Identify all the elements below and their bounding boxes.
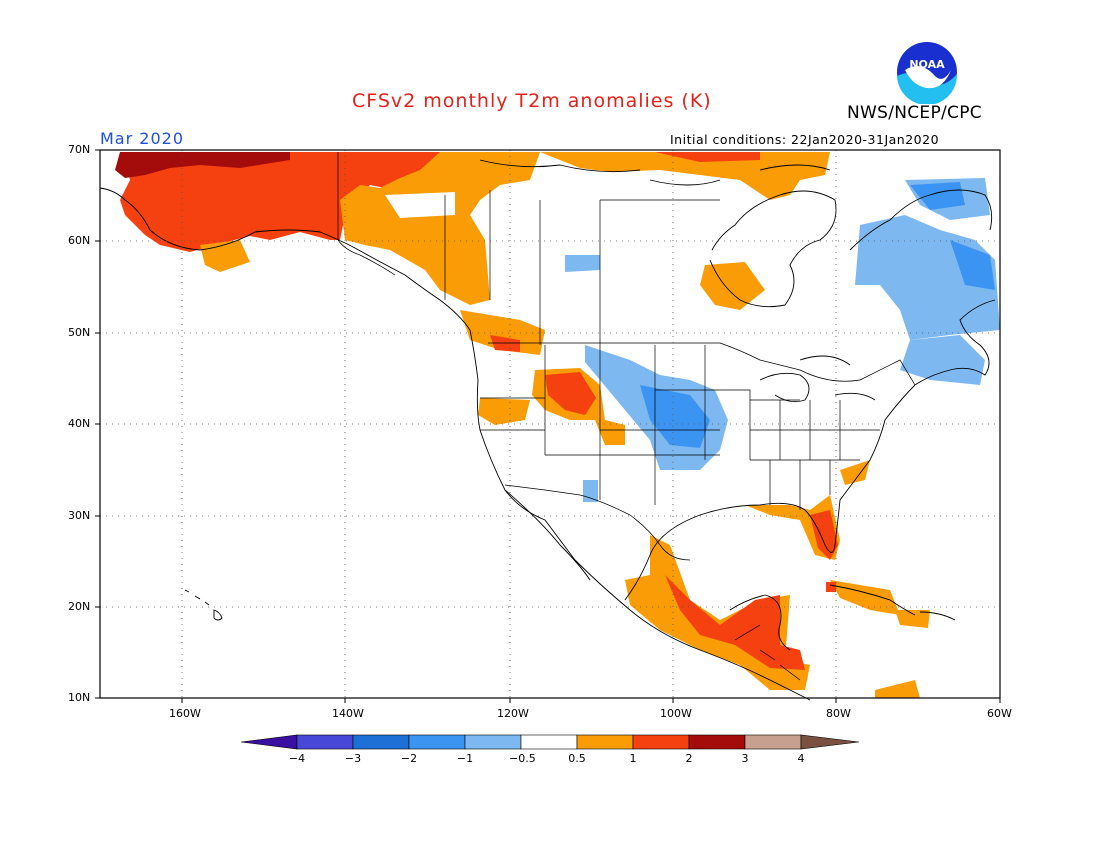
coastlines xyxy=(99,159,996,701)
colorbar-box xyxy=(576,734,634,750)
lat-label-40n: 40N xyxy=(68,417,91,430)
lat-label-20n: 20N xyxy=(68,600,91,613)
border-alaska-canada xyxy=(337,152,396,276)
colorbar-end-low xyxy=(240,734,298,750)
colorbar-label: −2 xyxy=(400,752,418,765)
anomaly-alaska-warmdark xyxy=(115,152,290,178)
border-canada-provinces xyxy=(444,190,720,345)
colorbar-end-high xyxy=(800,734,860,750)
anomaly-arctic-orange xyxy=(540,152,830,200)
colorbar-box xyxy=(520,734,578,750)
coastline-northeast xyxy=(914,299,996,386)
anomaly-gulf-orange xyxy=(745,495,840,560)
anomaly-ontario-orange xyxy=(700,262,765,310)
lon-label-60w: 60W xyxy=(987,707,1012,720)
anomaly-oregon-orange xyxy=(478,398,530,425)
initial-conditions: Initial conditions: 22Jan2020-31Jan2020 xyxy=(670,132,940,147)
anomaly-bc-orange xyxy=(460,310,545,355)
anomaly-sw-cool xyxy=(583,480,598,502)
lon-label-80w: 80W xyxy=(826,707,851,720)
forecast-month: Mar 2020 xyxy=(100,129,184,148)
coastline-hudson-bay xyxy=(709,190,837,308)
anomaly-florida-red xyxy=(810,510,838,560)
anomaly-cuba-red xyxy=(826,582,836,592)
colorbar-box xyxy=(632,734,690,750)
lat-label-10n: 10N xyxy=(68,691,91,704)
coastline-hawaii xyxy=(184,589,223,621)
border-us-mexico xyxy=(504,484,691,561)
coastline-hispaniola xyxy=(919,611,956,621)
lon-label-100w: 100W xyxy=(660,707,692,720)
anomaly-labrador-cooler xyxy=(910,182,965,210)
chart-title: CFSv2 monthly T2m anomalies (K) xyxy=(352,90,712,112)
lat-label-70n: 70N xyxy=(68,143,91,156)
anomaly-alaska-warm xyxy=(120,152,338,252)
colorbar-box xyxy=(352,734,410,750)
lon-label-140w: 140W xyxy=(332,707,364,720)
colorbar-label: 3 xyxy=(741,752,749,765)
coastline-labrador xyxy=(849,189,993,251)
lat-label-50n: 50N xyxy=(68,326,91,339)
anomaly-quebec-cooler xyxy=(950,240,995,290)
anomaly-rockies-red xyxy=(545,372,596,415)
coastline-arctic-islands xyxy=(479,159,831,186)
org-label: NWS/NCEP/CPC xyxy=(847,103,982,123)
lon-label-120w: 120W xyxy=(497,707,529,720)
colorbar-box xyxy=(688,734,746,750)
colorbar-label: −0.5 xyxy=(509,752,536,765)
anomaly-arctic-red xyxy=(655,152,760,162)
colorbar-box xyxy=(296,734,354,750)
graticule xyxy=(100,150,1000,698)
anomaly-mexico-red xyxy=(665,575,805,670)
anomaly-fields xyxy=(115,152,1000,698)
colorbar-label: 0.5 xyxy=(568,752,586,765)
political-borders xyxy=(337,152,916,681)
lat-label-30n: 30N xyxy=(68,509,91,522)
colorbar-label: 4 xyxy=(797,752,805,765)
anomaly-plains-cooler xyxy=(640,385,710,448)
coastline-cuba xyxy=(829,584,916,616)
colorbar-label: 1 xyxy=(629,752,637,765)
lon-label-160w: 160W xyxy=(169,707,201,720)
border-state-grid-a xyxy=(480,345,751,505)
coastline-great-lakes xyxy=(759,355,876,403)
coastline-alaska xyxy=(99,187,471,331)
coastline-baja xyxy=(504,489,591,581)
tick-marks xyxy=(95,149,1001,703)
anomaly-samerica-orange xyxy=(875,680,920,698)
coastline-gulf xyxy=(624,384,916,601)
border-central-america xyxy=(734,624,801,681)
colorbar-label: −1 xyxy=(456,752,474,765)
anomaly-hispaniola-orange xyxy=(895,610,930,628)
anomaly-bc-red xyxy=(490,335,520,352)
anomaly-carolina-orange xyxy=(840,460,870,485)
border-state-grid-b xyxy=(750,399,880,510)
anomaly-maritimes-cool xyxy=(900,335,985,385)
noaa-logo-icon: NOAA xyxy=(897,42,958,104)
coastline-bc-west xyxy=(469,329,811,701)
colorbar-box xyxy=(408,734,466,750)
anomaly-nwcanada-hole xyxy=(385,192,455,218)
anomaly-hudson-cool xyxy=(565,255,600,272)
colorbar-label: −4 xyxy=(288,752,306,765)
border-us-canada xyxy=(488,342,916,386)
lat-label-60n: 60N xyxy=(68,234,91,247)
colorbar-boxes xyxy=(240,734,860,750)
colorbar-box xyxy=(744,734,802,750)
logo-text: NOAA xyxy=(909,58,945,71)
colorbar-label: 2 xyxy=(685,752,693,765)
coastline-yucatan xyxy=(729,594,791,651)
colorbar-label: −3 xyxy=(344,752,362,765)
colorbar-box xyxy=(464,734,522,750)
